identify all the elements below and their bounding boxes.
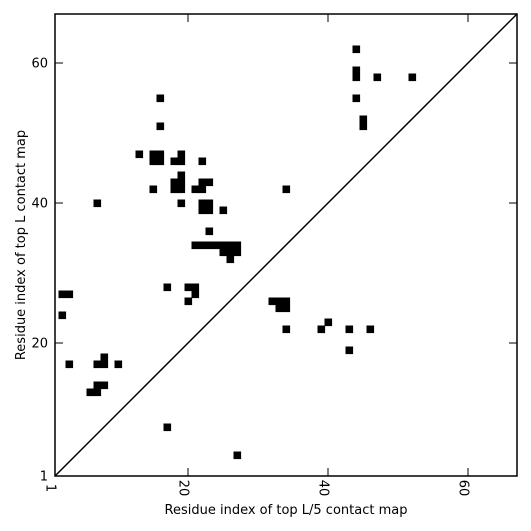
contact-point xyxy=(177,157,186,166)
contact-point xyxy=(93,360,102,369)
contact-point xyxy=(205,178,214,187)
contact-point xyxy=(282,304,291,313)
contact-point xyxy=(156,157,165,166)
contact-point xyxy=(149,185,158,194)
contact-point xyxy=(317,325,326,334)
contact-point xyxy=(205,227,214,236)
contact-point xyxy=(100,353,109,362)
contact-point xyxy=(359,122,368,131)
y-tick-label: 40 xyxy=(31,197,48,212)
contact-point xyxy=(177,185,186,194)
x-tick-label: 40 xyxy=(316,480,331,497)
contact-point xyxy=(163,423,172,432)
contact-point xyxy=(226,255,235,264)
contact-point xyxy=(219,206,228,215)
contact-point xyxy=(275,297,284,306)
contact-point xyxy=(191,185,200,194)
contact-point xyxy=(65,360,74,369)
contact-point xyxy=(198,241,207,250)
contact-point xyxy=(170,157,179,166)
contact-point xyxy=(177,199,186,208)
contact-point xyxy=(191,241,200,250)
y-axis-label: Residue index of top L contact map xyxy=(14,130,29,360)
contact-point xyxy=(149,157,158,166)
x-tick-label: 1 xyxy=(43,484,58,492)
contact-point xyxy=(100,381,109,390)
contact-point xyxy=(163,283,172,292)
contact-point xyxy=(114,360,123,369)
contact-point xyxy=(275,304,284,313)
contact-point xyxy=(219,248,228,257)
contact-point xyxy=(352,66,361,75)
contact-point xyxy=(198,157,207,166)
contact-point xyxy=(219,241,228,250)
contact-point xyxy=(156,150,165,159)
y-tick-label: 20 xyxy=(31,337,48,352)
contact-point xyxy=(135,150,144,159)
contact-point xyxy=(345,346,354,355)
contact-point xyxy=(58,311,67,320)
contact-point xyxy=(205,199,214,208)
contact-point xyxy=(233,451,242,460)
contact-point xyxy=(156,122,165,131)
contact-point xyxy=(65,290,74,299)
contact-point xyxy=(198,185,207,194)
contact-point xyxy=(268,297,277,306)
x-axis-label: Residue index of top L/5 contact map xyxy=(165,503,408,518)
contact-point xyxy=(191,283,200,292)
contact-point xyxy=(177,171,186,180)
contact-point xyxy=(198,178,207,187)
contact-point xyxy=(233,241,242,250)
contact-point xyxy=(408,73,417,82)
y-tick-label: 1 xyxy=(40,470,48,485)
contact-point xyxy=(198,199,207,208)
contact-point xyxy=(177,150,186,159)
contact-point xyxy=(282,297,291,306)
contact-point xyxy=(177,178,186,187)
y-tick-label: 60 xyxy=(31,57,48,72)
contact-point xyxy=(198,206,207,215)
contact-point xyxy=(352,45,361,54)
diagonal-line xyxy=(54,13,518,477)
contact-point xyxy=(366,325,375,334)
contact-point xyxy=(93,388,102,397)
contact-point xyxy=(184,283,193,292)
contact-point xyxy=(345,325,354,334)
contact-point xyxy=(205,206,214,215)
plot-frame xyxy=(54,13,518,477)
contact-point xyxy=(205,241,214,250)
contact-point xyxy=(212,241,221,250)
contact-point xyxy=(352,73,361,82)
contact-point xyxy=(233,248,242,257)
contact-point xyxy=(156,94,165,103)
contact-point xyxy=(93,381,102,390)
x-tick-label: 60 xyxy=(456,480,471,497)
contact-point xyxy=(170,178,179,187)
contact-point xyxy=(282,325,291,334)
contact-point xyxy=(86,388,95,397)
contact-point xyxy=(226,248,235,257)
contact-point xyxy=(352,94,361,103)
contact-point xyxy=(359,115,368,124)
ticks-layer: 1 20 40 60 1 20 40 60 xyxy=(31,14,517,496)
contact-point xyxy=(170,185,179,194)
points-layer xyxy=(58,45,417,460)
contact-point xyxy=(373,73,382,82)
contact-point xyxy=(184,297,193,306)
contact-point xyxy=(149,150,158,159)
contact-point xyxy=(226,241,235,250)
contact-point xyxy=(324,318,333,327)
contact-point xyxy=(58,290,67,299)
x-tick-label: 20 xyxy=(176,480,191,497)
contact-point xyxy=(282,185,291,194)
contact-point xyxy=(191,290,200,299)
contact-point xyxy=(93,199,102,208)
contact-point xyxy=(100,360,109,369)
